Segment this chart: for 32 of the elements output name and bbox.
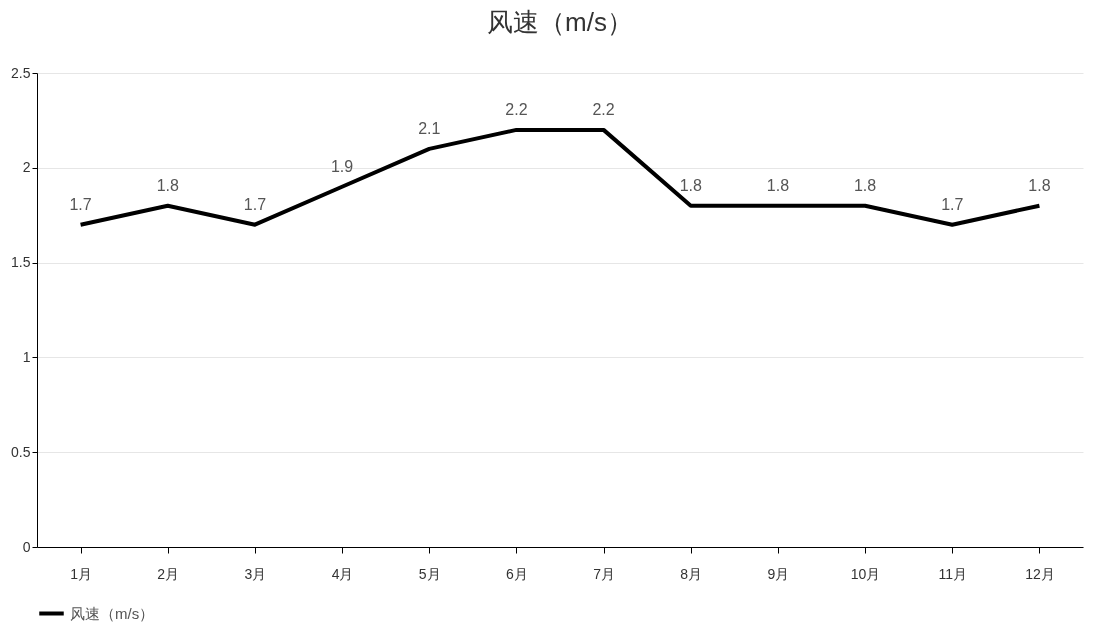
y-tick-label: 2 xyxy=(22,159,31,176)
data-label: 1.7 xyxy=(243,195,267,213)
x-tick-label: 3月 xyxy=(244,565,267,582)
y-tick-label: 0 xyxy=(22,538,31,555)
x-tick-label: 2月 xyxy=(157,565,180,582)
data-label: 1.9 xyxy=(330,157,354,175)
x-tick-label: 9月 xyxy=(767,565,790,582)
data-label: 2.2 xyxy=(505,100,528,118)
y-tick-label: 1.5 xyxy=(11,254,31,271)
x-tick-label: 10月 xyxy=(850,565,881,582)
data-label: 1.8 xyxy=(156,176,179,194)
data-label: 1.7 xyxy=(941,195,964,213)
x-tick-label: 12月 xyxy=(1025,565,1055,582)
y-tick-label: 0.5 xyxy=(11,443,31,460)
x-tick-label: 11月 xyxy=(938,565,968,582)
data-label: 1.8 xyxy=(1028,176,1051,194)
x-tick-label: 8月 xyxy=(680,565,703,582)
y-tick-label: 1 xyxy=(22,348,31,365)
data-label: 1.7 xyxy=(69,195,92,213)
legend-label: 风速（m/s） xyxy=(70,604,155,622)
data-label: 1.8 xyxy=(679,176,702,194)
chart-title: 风速（m/s） xyxy=(487,7,633,37)
x-tick-label: 5月 xyxy=(418,565,441,582)
x-tick-label: 7月 xyxy=(593,565,615,582)
x-tick-label: 6月 xyxy=(506,565,528,582)
data-label: 2.1 xyxy=(418,119,441,137)
x-tick-label: 4月 xyxy=(331,565,354,582)
y-tick-label: 2.5 xyxy=(11,64,31,81)
data-label: 1.8 xyxy=(853,176,877,194)
data-label: 2.2 xyxy=(592,100,615,118)
data-label: 1.8 xyxy=(766,176,790,194)
x-tick-label: 1月 xyxy=(70,565,92,582)
